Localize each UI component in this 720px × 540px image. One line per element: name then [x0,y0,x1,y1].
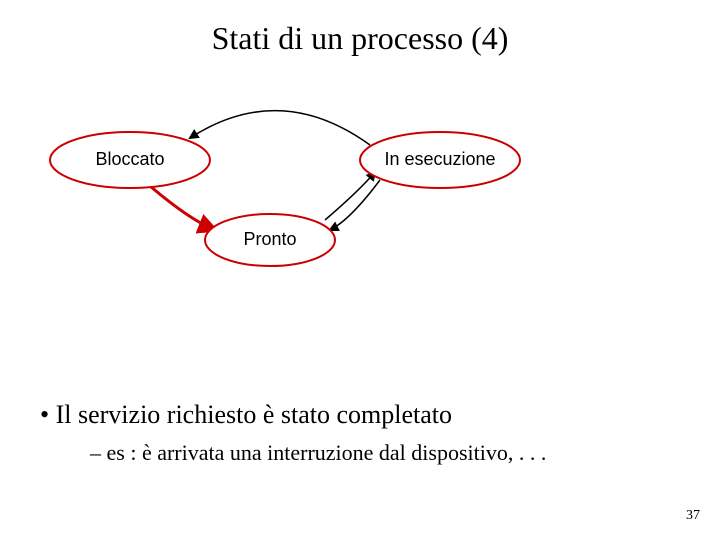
node-bloccato: Bloccato [50,132,210,188]
bullet-sub: – es : è arrivata una interruzione dal d… [90,440,546,466]
state-diagram: Bloccato In esecuzione Pronto [40,90,600,290]
node-label-esecuzione: In esecuzione [384,149,495,169]
edge-bloccato-to-pronto [150,186,215,230]
bullet-main: • Il servizio richiesto è stato completa… [40,400,452,430]
node-label-pronto: Pronto [243,229,296,249]
nodes: Bloccato In esecuzione Pronto [50,132,520,266]
node-esecuzione: In esecuzione [360,132,520,188]
node-pronto: Pronto [205,214,335,266]
page-title: Stati di un processo (4) [0,20,720,57]
edge-esecuzione-to-bloccato [190,111,370,145]
node-label-bloccato: Bloccato [95,149,164,169]
page-number: 37 [686,508,700,524]
bullet-sub-text: es : è arrivata una interruzione dal dis… [107,440,547,465]
edge-esecuzione-to-pronto [330,180,380,230]
bullet-main-text: Il servizio richiesto è stato completato [56,400,452,429]
